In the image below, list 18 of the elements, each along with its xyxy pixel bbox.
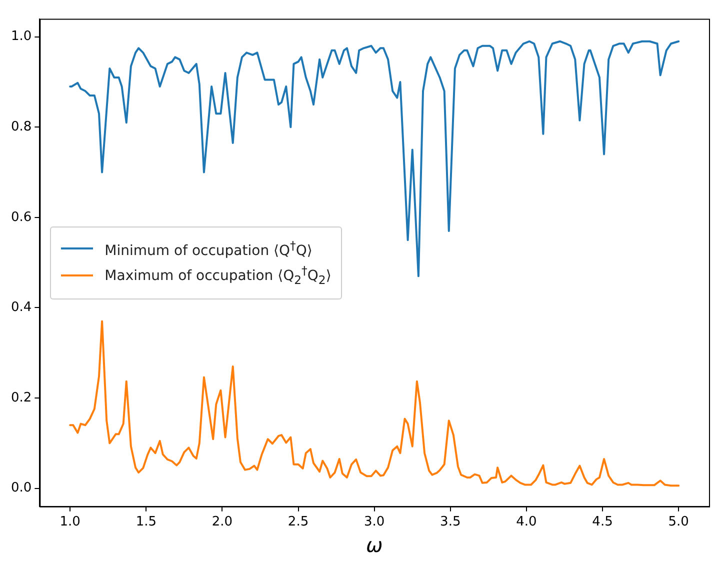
x-tick-label: 2.5: [288, 514, 309, 530]
x-tick-label: 3.5: [440, 514, 461, 530]
y-tick-label: 0.8: [10, 120, 32, 135]
y-tick-label: 1.0: [10, 29, 32, 44]
x-tick-label: 1.5: [136, 514, 156, 530]
y-tick-label: 0.4: [10, 300, 32, 316]
x-tick-label: 1.0: [60, 514, 80, 530]
x-axis-title: ω: [366, 533, 383, 558]
legend-label: Minimum of occupation ⟨Q$^{†}$Q⟩: [104, 238, 312, 259]
x-tick-label: 4.5: [592, 514, 613, 530]
x-tick-label: 3.0: [364, 514, 385, 530]
y-tick-label: 0.0: [10, 480, 32, 496]
y-tick-label: 0.6: [10, 210, 32, 225]
y-tick-label: 0.2: [10, 390, 32, 406]
x-tick-label: 5.0: [668, 514, 689, 530]
x-tick-label: 4.0: [516, 514, 537, 530]
x-tick-label: 2.0: [212, 514, 233, 530]
legend-label: Maximum of occupation ⟨Q$_{2}$$^{†}$Q$_{2}$⟩: [104, 264, 332, 288]
